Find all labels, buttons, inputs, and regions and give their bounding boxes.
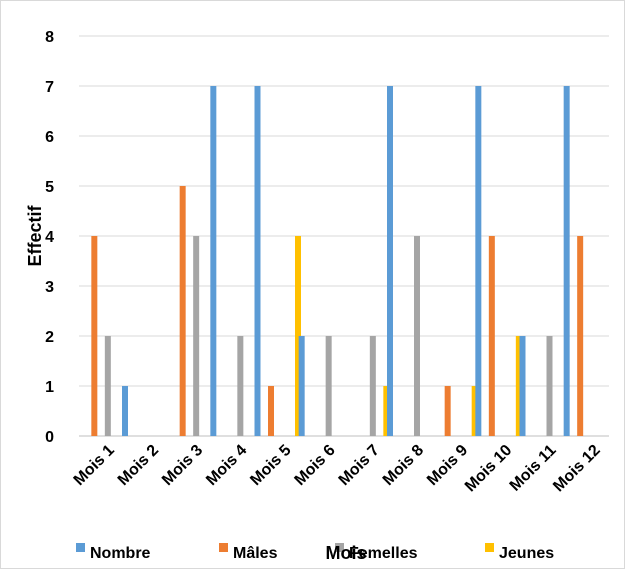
legend: Nombre Mâles Femelles Jeunes bbox=[76, 543, 554, 562]
y-tick-label: 2 bbox=[45, 329, 54, 346]
bar-femelles-6 bbox=[325, 336, 332, 436]
bar-mâles-9 bbox=[444, 386, 451, 436]
gridlines bbox=[79, 35, 609, 437]
bar-femelles-3 bbox=[193, 236, 200, 436]
x-tick-label: Mois 4 bbox=[203, 442, 250, 489]
y-tick-label: 4 bbox=[45, 229, 54, 246]
legend-swatch-femelles bbox=[335, 543, 344, 552]
x-tick-label: Mois 11 bbox=[507, 442, 560, 495]
bar-jeunes-9 bbox=[471, 386, 478, 436]
y-tick-label: 5 bbox=[45, 179, 54, 196]
bar-nombre-11 bbox=[519, 336, 526, 436]
x-tick-label: Mois 7 bbox=[336, 442, 383, 489]
legend-label: Jeunes bbox=[499, 545, 554, 562]
bar-jeunes-7 bbox=[383, 386, 390, 436]
bar-nombre-2 bbox=[122, 386, 128, 436]
x-axis-title: Mois bbox=[325, 543, 366, 563]
bar-mâles-5 bbox=[268, 386, 274, 436]
legend-label: Mâles bbox=[233, 545, 278, 562]
bar-mâles-1 bbox=[91, 236, 98, 436]
bar-mâles-3 bbox=[179, 186, 186, 436]
legend-label: Femelles bbox=[349, 545, 418, 562]
legend-label: Nombre bbox=[90, 545, 151, 562]
x-tick-label: Mois 2 bbox=[115, 442, 162, 489]
bar-mâles-10 bbox=[488, 236, 495, 436]
bar-femelles-7 bbox=[369, 336, 376, 436]
y-axis-title: Effectif bbox=[25, 204, 45, 266]
bars bbox=[91, 86, 584, 436]
bar-nombre-8 bbox=[387, 86, 393, 436]
x-tick-label: Mois 8 bbox=[380, 442, 427, 489]
bar-mâles-12 bbox=[577, 236, 584, 436]
bar-femelles-1 bbox=[104, 336, 111, 436]
legend-swatch-mâles bbox=[219, 543, 228, 552]
legend-swatch-jeunes bbox=[485, 543, 494, 552]
bar-nombre-5 bbox=[254, 86, 261, 436]
y-tick-label: 6 bbox=[45, 129, 54, 146]
y-tick-label: 1 bbox=[45, 379, 54, 396]
bar-nombre-6 bbox=[298, 336, 305, 436]
x-tick-label: Mois 6 bbox=[292, 442, 339, 489]
bar-femelles-11 bbox=[546, 336, 553, 436]
legend-swatch-nombre bbox=[76, 543, 85, 552]
bar-femelles-4 bbox=[237, 336, 244, 436]
y-tick-label: 7 bbox=[45, 79, 54, 96]
bar-jeunes-5 bbox=[295, 236, 301, 436]
x-tick-label: Mois 3 bbox=[159, 442, 206, 489]
y-tick-label: 0 bbox=[45, 429, 54, 446]
bar-nombre-4 bbox=[210, 86, 217, 436]
x-tick-label: Mois 12 bbox=[550, 442, 604, 496]
x-tick-label: Mois 5 bbox=[247, 442, 294, 489]
bar-nombre-10 bbox=[475, 86, 482, 436]
x-tick-label: Mois 1 bbox=[71, 442, 118, 489]
x-tick-label: Mois 10 bbox=[462, 442, 516, 496]
bar-nombre-12 bbox=[563, 86, 570, 436]
y-tick-label: 3 bbox=[45, 279, 54, 296]
y-axis-ticks: 0 1 2 3 4 5 6 7 8 bbox=[45, 29, 54, 446]
bar-femelles-8 bbox=[414, 236, 420, 436]
y-tick-label: 8 bbox=[45, 29, 54, 46]
bar-jeunes-10 bbox=[515, 336, 522, 436]
